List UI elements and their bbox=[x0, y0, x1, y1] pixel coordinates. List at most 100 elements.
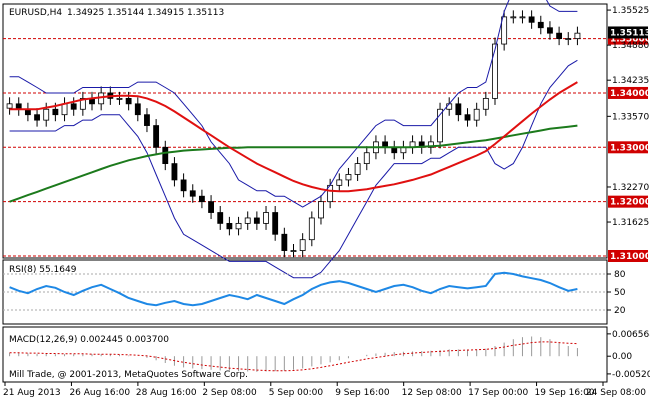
candle-body bbox=[345, 174, 352, 181]
candle-body bbox=[528, 16, 535, 23]
candle-body bbox=[510, 16, 517, 19]
candle-body bbox=[272, 212, 279, 235]
level-label: 1.32000 bbox=[610, 198, 650, 208]
candle-body bbox=[52, 108, 59, 116]
header-close: 1.35113 bbox=[187, 8, 224, 18]
level-label: 1.34000 bbox=[610, 89, 650, 99]
candle-body bbox=[318, 201, 324, 219]
candle-body bbox=[198, 195, 205, 203]
header-symbol: EURUSD,H4 bbox=[9, 8, 62, 18]
level-label-box bbox=[608, 195, 648, 208]
level-label: 1.35000 bbox=[610, 35, 650, 45]
rsi-title: RSI(8) 55.1649 bbox=[9, 265, 77, 275]
candle-body bbox=[501, 16, 508, 45]
candle-body bbox=[427, 141, 434, 148]
price-tick-label: 1.34880 bbox=[612, 41, 649, 51]
time-tick-label: 12 Sep 08:00 bbox=[402, 388, 462, 398]
candle-body bbox=[180, 179, 187, 192]
candle-body bbox=[437, 108, 443, 143]
time-tick-label: 19 Sep 16:00 bbox=[535, 388, 595, 398]
candle-body bbox=[574, 32, 581, 40]
macd-tick-label: -0.005208 bbox=[612, 370, 650, 380]
price-tick-label: 1.33570 bbox=[612, 112, 649, 122]
price-layer: 1.35000 1.34000 1.33000 1.32000 1.31000 bbox=[3, 0, 650, 279]
candle-body bbox=[537, 21, 544, 29]
time-tick-label: 24 Sep 08:00 bbox=[586, 388, 646, 398]
rsi-line bbox=[9, 271, 578, 307]
candle-body bbox=[354, 163, 361, 175]
macd-pane-frame bbox=[2, 326, 608, 383]
candle-body bbox=[153, 125, 160, 148]
candle-body bbox=[556, 32, 563, 40]
time-tick-label: 5 Sep 00:00 bbox=[269, 388, 324, 398]
candle-body bbox=[492, 43, 498, 99]
rsi-layer bbox=[3, 271, 607, 311]
rsi-tick-label: 50 bbox=[614, 288, 626, 298]
candle-body bbox=[43, 108, 50, 121]
price-tick-label: 1.32270 bbox=[612, 183, 649, 193]
header-open: 1.34925 bbox=[67, 8, 104, 18]
candle-body bbox=[473, 108, 480, 121]
macd-tick-label: 0.006568 bbox=[612, 330, 650, 340]
macd-title: MACD(12,26,9) 0.002445 0.003700 bbox=[9, 335, 169, 345]
candle-body bbox=[363, 152, 370, 165]
candle-body bbox=[253, 217, 260, 224]
candle-body bbox=[217, 212, 224, 224]
candle-body bbox=[61, 103, 68, 116]
price-header: EURUSD,H4 1.34925 1.35144 1.34915 1.3511… bbox=[9, 8, 224, 18]
candle-body bbox=[464, 114, 471, 121]
time-tick-label: 28 Aug 16:00 bbox=[136, 388, 197, 398]
level-label-box bbox=[608, 250, 648, 262]
ma-fast-line bbox=[9, 81, 578, 193]
candle-body bbox=[244, 217, 251, 224]
time-tick-label: 2 Sep 08:00 bbox=[202, 388, 257, 398]
current-price-label: 1.35113 bbox=[610, 28, 650, 38]
time-tick-label: 21 Aug 2013 bbox=[3, 388, 61, 398]
candle-body bbox=[482, 97, 489, 110]
level-label-box bbox=[608, 86, 648, 99]
price-tick-label: 1.34235 bbox=[612, 76, 649, 86]
candle-body bbox=[116, 97, 123, 100]
candle-body bbox=[290, 250, 297, 252]
macd-layer bbox=[9, 336, 578, 372]
candle-body bbox=[565, 38, 572, 41]
candle-body bbox=[455, 103, 462, 116]
candle-body bbox=[189, 190, 196, 197]
candle-body bbox=[171, 163, 178, 181]
bollinger-upper-line bbox=[9, 0, 578, 208]
header-low: 1.34915 bbox=[147, 8, 184, 18]
level-label: 1.31000 bbox=[610, 252, 650, 262]
candle-body bbox=[208, 201, 214, 213]
macd-signal-line bbox=[9, 341, 578, 372]
time-tick-label: 17 Sep 00:00 bbox=[468, 388, 528, 398]
copyright-text: Mill Trade, @ 2001-2013, MetaQuotes Soft… bbox=[9, 370, 248, 380]
candle-body bbox=[79, 97, 86, 110]
level-label-box bbox=[608, 141, 648, 154]
current-price-box bbox=[608, 26, 648, 39]
rsi-tick-label: 80 bbox=[614, 270, 626, 280]
candle-body bbox=[263, 212, 269, 224]
time-tick-label: 9 Sep 16:00 bbox=[335, 388, 390, 398]
bollinger-lower-line bbox=[9, 59, 578, 279]
candle-body bbox=[281, 233, 288, 251]
candle-body bbox=[162, 146, 169, 165]
candle-body bbox=[70, 103, 77, 110]
ma-slow-line bbox=[9, 124, 578, 203]
candle-body bbox=[125, 97, 132, 105]
candle-body bbox=[144, 114, 150, 126]
price-pane-frame bbox=[2, 3, 608, 259]
candle-body bbox=[336, 179, 343, 186]
axis-layer: 1.35525 1.34880 1.34235 1.33570 1.32270 1.316… bbox=[3, 6, 650, 398]
candle-body bbox=[34, 114, 40, 121]
header-high: 1.35144 bbox=[107, 8, 144, 18]
candle-body bbox=[299, 239, 306, 251]
rsi-tick-label: 20 bbox=[614, 306, 626, 316]
candle-body bbox=[547, 27, 553, 34]
candle-body bbox=[308, 217, 315, 241]
time-tick-label: 26 Aug 16:00 bbox=[69, 388, 130, 398]
candle-body bbox=[519, 16, 526, 19]
candle-body bbox=[226, 222, 233, 230]
candle-body bbox=[235, 222, 242, 230]
price-tick-label: 1.31625 bbox=[612, 218, 649, 228]
